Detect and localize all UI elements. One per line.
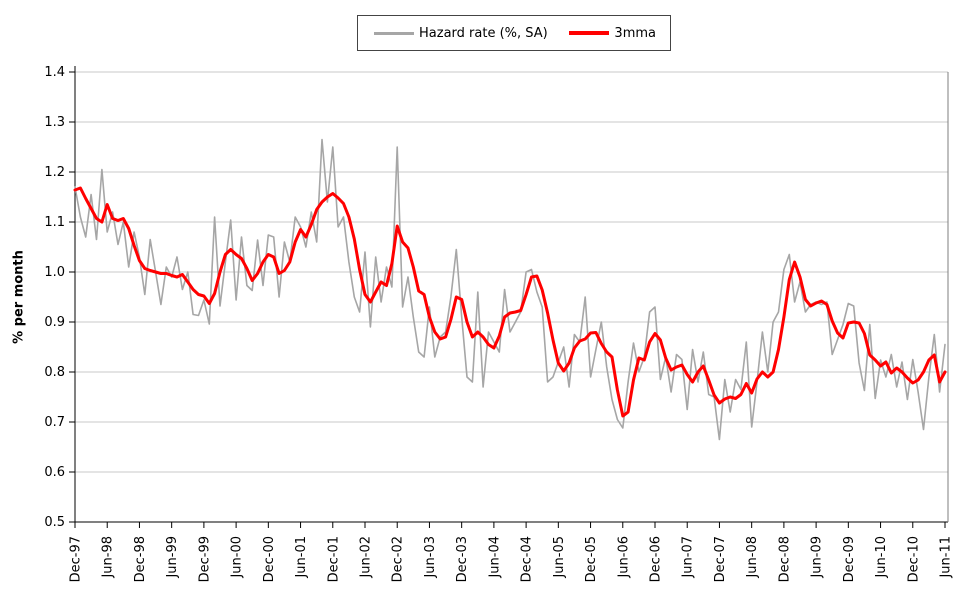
svg-text:Jun-00: Jun-00 bbox=[230, 536, 245, 579]
3mma-line-icon bbox=[569, 31, 610, 35]
svg-text:1.3: 1.3 bbox=[44, 115, 65, 130]
svg-text:Dec-08: Dec-08 bbox=[777, 536, 792, 582]
svg-text:Dec-99: Dec-99 bbox=[197, 536, 212, 582]
legend-item-3mma: 3mma bbox=[569, 26, 656, 41]
y-axis-title: % per month bbox=[11, 250, 27, 344]
svg-text:Jun-06: Jun-06 bbox=[616, 536, 631, 579]
x-tick-labels: Dec-97 Jun-98 Dec-98 Jun-99 Dec-99 Jun-00 Dec-… bbox=[69, 536, 954, 582]
svg-text:Jun-98: Jun-98 bbox=[101, 536, 116, 579]
3mma-line bbox=[73, 186, 947, 418]
gridlines bbox=[75, 71, 948, 473]
svg-text:Dec-06: Dec-06 bbox=[649, 536, 664, 582]
svg-text:Dec-10: Dec-10 bbox=[906, 536, 921, 582]
axes bbox=[74, 66, 949, 523]
svg-text:0.5: 0.5 bbox=[44, 515, 65, 530]
svg-text:0.8: 0.8 bbox=[44, 365, 65, 380]
svg-text:Jun-01: Jun-01 bbox=[294, 536, 309, 579]
hazard-rate-line-icon bbox=[374, 31, 414, 35]
svg-text:Jun-02: Jun-02 bbox=[359, 536, 374, 579]
svg-text:Dec-97: Dec-97 bbox=[69, 536, 84, 582]
axis-ticks bbox=[69, 71, 946, 528]
svg-text:Dec-05: Dec-05 bbox=[584, 536, 599, 582]
legend-item-hazard-rate: Hazard rate (%, SA) bbox=[374, 26, 548, 41]
legend-label-hazard-rate: Hazard rate (%, SA) bbox=[419, 25, 548, 41]
svg-text:Jun-10: Jun-10 bbox=[874, 536, 889, 579]
svg-text:Dec-07: Dec-07 bbox=[713, 536, 728, 582]
svg-text:Dec-02: Dec-02 bbox=[391, 536, 406, 582]
legend: Hazard rate (%, SA) 3mma bbox=[357, 15, 671, 51]
svg-text:1.1: 1.1 bbox=[44, 215, 65, 230]
svg-text:0.9: 0.9 bbox=[44, 315, 65, 330]
hazard-rate-line bbox=[74, 138, 946, 441]
svg-text:Jun-03: Jun-03 bbox=[423, 536, 438, 579]
svg-text:1.2: 1.2 bbox=[44, 165, 65, 180]
svg-text:Dec-98: Dec-98 bbox=[133, 536, 148, 582]
svg-text:0.6: 0.6 bbox=[44, 465, 65, 480]
svg-text:Dec-09: Dec-09 bbox=[842, 536, 857, 582]
y-tick-labels: 0.5 0.6 0.7 0.8 0.9 1.0 1.1 1.2 1.3 1.4 bbox=[44, 65, 65, 530]
svg-text:Jun-04: Jun-04 bbox=[487, 536, 502, 579]
svg-text:Jun-08: Jun-08 bbox=[745, 536, 760, 579]
svg-text:Jun-07: Jun-07 bbox=[681, 536, 696, 579]
svg-text:Jun-05: Jun-05 bbox=[552, 536, 567, 579]
svg-text:Jun-09: Jun-09 bbox=[810, 536, 825, 579]
svg-text:Dec-04: Dec-04 bbox=[520, 536, 535, 582]
svg-text:0.7: 0.7 bbox=[44, 415, 65, 430]
svg-text:Dec-03: Dec-03 bbox=[455, 536, 470, 582]
legend-label-3mma: 3mma bbox=[614, 25, 656, 41]
svg-text:Dec-01: Dec-01 bbox=[326, 536, 341, 582]
svg-text:1.0: 1.0 bbox=[44, 265, 65, 280]
svg-text:Jun-11: Jun-11 bbox=[939, 536, 954, 579]
svg-text:1.4: 1.4 bbox=[44, 65, 65, 80]
svg-text:Jun-99: Jun-99 bbox=[165, 536, 180, 579]
svg-text:Dec-00: Dec-00 bbox=[262, 536, 277, 582]
